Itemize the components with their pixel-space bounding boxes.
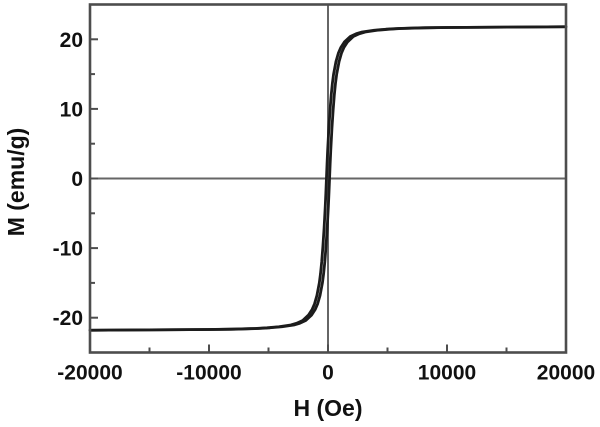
x-tick-label: 10000 — [418, 362, 476, 385]
y-tick-label: 20 — [60, 29, 83, 52]
x-tick-label: -20000 — [57, 362, 122, 385]
y-axis-title: M (emu/g) — [3, 128, 29, 237]
plot-frame — [88, 3, 568, 354]
y-tick-label: 10 — [60, 98, 83, 121]
tick-labels: -20000 -10000 0 10000 20000 -20 -10 0 10 20 — [53, 29, 596, 385]
y-tick-label: -20 — [53, 307, 83, 330]
loop-descending-branch — [88, 25, 566, 332]
y-tick-label: -10 — [53, 238, 83, 261]
y-tick-label: 0 — [71, 168, 83, 191]
magnetization-curve — [88, 25, 568, 332]
x-tick-label: -10000 — [176, 362, 241, 385]
x-axis-title: H (Oe) — [294, 395, 363, 421]
plot-frame-rect — [88, 3, 568, 354]
x-tick-label: 0 — [322, 362, 334, 385]
x-tick-label: 20000 — [537, 362, 595, 385]
zero-axes-lines — [90, 4, 566, 353]
